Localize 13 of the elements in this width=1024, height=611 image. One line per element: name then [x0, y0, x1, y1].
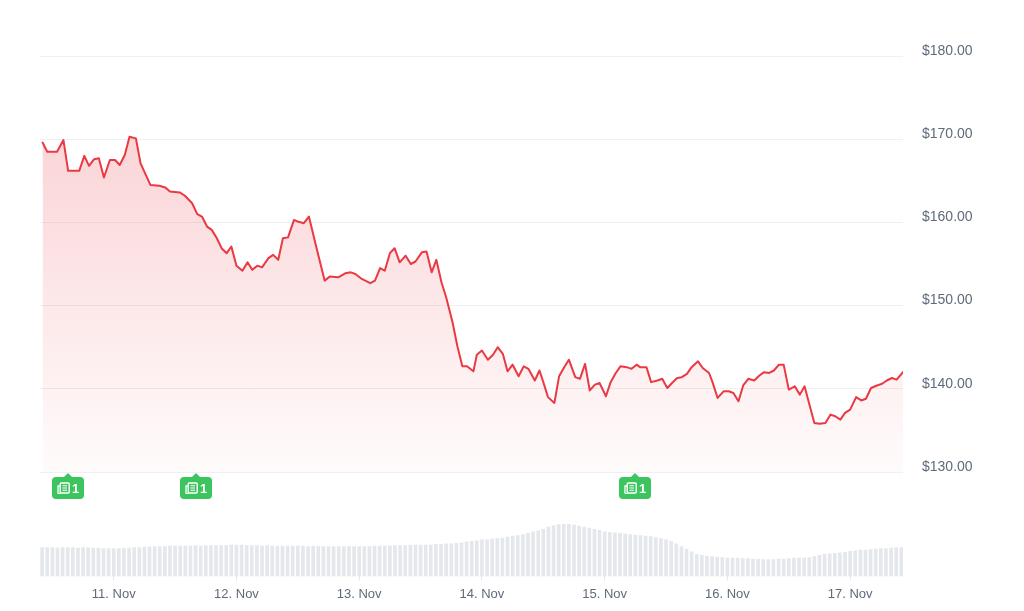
x-tick-label: 15. Nov	[582, 585, 628, 601]
x-tick-label: 14. Nov	[459, 585, 505, 601]
y-tick-label: $130.00	[922, 457, 973, 474]
x-tick-label: 17. Nov	[827, 585, 874, 601]
x-tick-label: 12. Nov	[214, 585, 260, 601]
y-tick-label: $180.00	[922, 41, 973, 58]
y-tick-label: $160.00	[922, 208, 973, 225]
x-tick-label: 13. Nov	[336, 585, 383, 601]
x-tick-label: 16. Nov	[705, 585, 751, 601]
y-tick-label: $170.00	[922, 125, 973, 142]
x-tick-label: 11. Nov	[91, 585, 137, 601]
y-tick-label: $150.00	[922, 291, 973, 308]
y-tick-label: $140.00	[922, 374, 973, 391]
